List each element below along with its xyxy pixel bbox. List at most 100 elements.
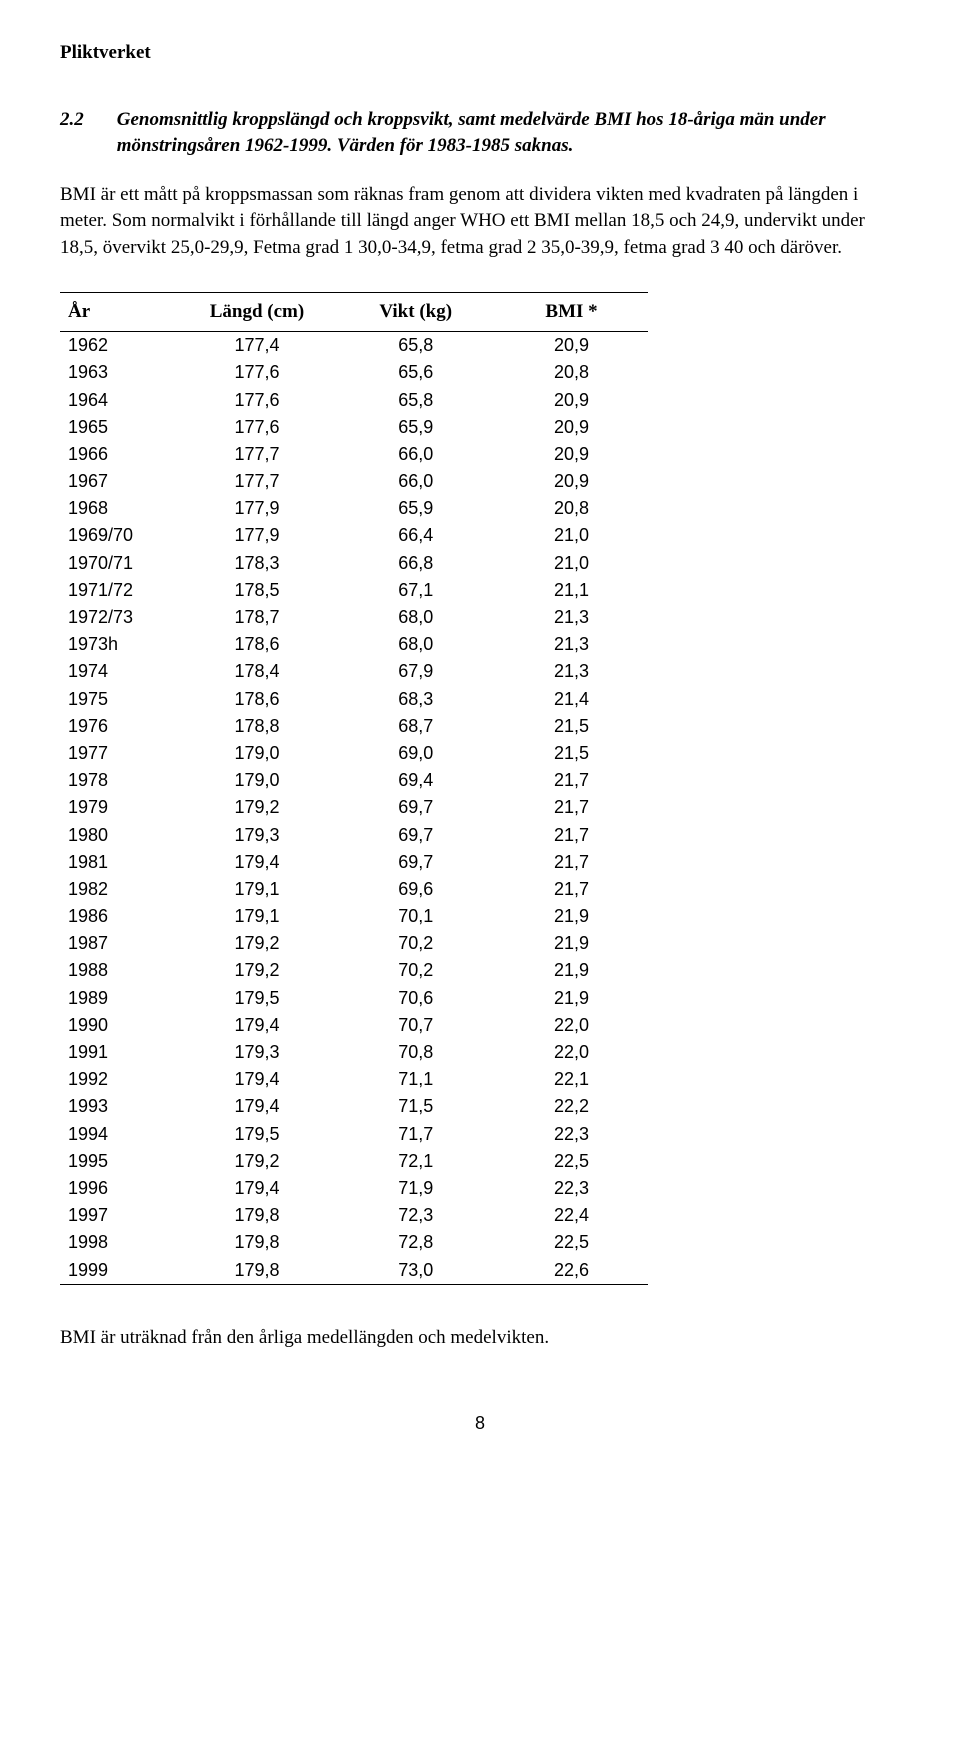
table-cell: 179,5 (178, 985, 337, 1012)
table-cell: 69,7 (336, 849, 495, 876)
table-cell: 68,7 (336, 713, 495, 740)
table-cell: 1987 (60, 930, 178, 957)
table-cell: 21,5 (495, 740, 648, 767)
table-cell: 179,2 (178, 957, 337, 984)
table-row: 1965177,665,920,9 (60, 414, 648, 441)
table-cell: 1998 (60, 1229, 178, 1256)
table-cell: 69,7 (336, 794, 495, 821)
table-cell: 68,0 (336, 604, 495, 631)
table-cell: 1975 (60, 686, 178, 713)
table-cell: 21,4 (495, 686, 648, 713)
table-cell: 177,6 (178, 414, 337, 441)
table-cell: 71,9 (336, 1175, 495, 1202)
table-row: 1988179,270,221,9 (60, 957, 648, 984)
table-cell: 179,4 (178, 849, 337, 876)
footnote: BMI är uträknad från den årliga medellän… (60, 1325, 900, 1352)
table-cell: 72,8 (336, 1229, 495, 1256)
table-row: 1995179,272,122,5 (60, 1148, 648, 1175)
table-cell: 21,5 (495, 713, 648, 740)
table-cell: 69,7 (336, 822, 495, 849)
table-cell: 65,8 (336, 387, 495, 414)
table-cell: 1994 (60, 1121, 178, 1148)
table-cell: 71,5 (336, 1093, 495, 1120)
col-year: År (60, 292, 178, 332)
table-cell: 22,4 (495, 1202, 648, 1229)
section-title: Genomsnittlig kroppslängd och kroppsvikt… (117, 107, 897, 160)
table-cell: 179,0 (178, 767, 337, 794)
table-cell: 179,2 (178, 930, 337, 957)
table-cell: 67,9 (336, 658, 495, 685)
table-cell: 20,8 (495, 359, 648, 386)
table-cell: 179,3 (178, 822, 337, 849)
table-cell: 65,9 (336, 495, 495, 522)
table-row: 1975178,668,321,4 (60, 686, 648, 713)
table-cell: 22,0 (495, 1039, 648, 1066)
table-row: 1986179,170,121,9 (60, 903, 648, 930)
table-cell: 70,7 (336, 1012, 495, 1039)
table-cell: 1979 (60, 794, 178, 821)
col-length: Längd (cm) (178, 292, 337, 332)
table-cell: 1965 (60, 414, 178, 441)
table-cell: 20,9 (495, 468, 648, 495)
table-header-row: År Längd (cm) Vikt (kg) BMI * (60, 292, 648, 332)
table-cell: 68,3 (336, 686, 495, 713)
table-cell: 179,8 (178, 1229, 337, 1256)
table-cell: 21,7 (495, 849, 648, 876)
table-cell: 65,9 (336, 414, 495, 441)
table-cell: 21,9 (495, 957, 648, 984)
table-cell: 178,7 (178, 604, 337, 631)
table-cell: 22,2 (495, 1093, 648, 1120)
table-cell: 70,1 (336, 903, 495, 930)
table-cell: 71,1 (336, 1066, 495, 1093)
table-cell: 21,3 (495, 604, 648, 631)
table-row: 1987179,270,221,9 (60, 930, 648, 957)
table-cell: 1992 (60, 1066, 178, 1093)
table-row: 1982179,169,621,7 (60, 876, 648, 903)
table-cell: 178,6 (178, 631, 337, 658)
table-cell: 1970/71 (60, 550, 178, 577)
table-cell: 66,8 (336, 550, 495, 577)
table-row: 1990179,470,722,0 (60, 1012, 648, 1039)
table-cell: 1976 (60, 713, 178, 740)
table-cell: 22,6 (495, 1257, 648, 1285)
table-cell: 1988 (60, 957, 178, 984)
table-cell: 72,1 (336, 1148, 495, 1175)
table-cell: 21,0 (495, 550, 648, 577)
table-cell: 21,7 (495, 794, 648, 821)
table-row: 1999179,873,022,6 (60, 1257, 648, 1285)
table-cell: 1995 (60, 1148, 178, 1175)
table-cell: 177,6 (178, 387, 337, 414)
table-cell: 21,3 (495, 658, 648, 685)
table-cell: 20,9 (495, 332, 648, 360)
table-cell: 21,9 (495, 930, 648, 957)
table-cell: 1971/72 (60, 577, 178, 604)
table-cell: 22,0 (495, 1012, 648, 1039)
table-cell: 179,2 (178, 1148, 337, 1175)
table-cell: 65,6 (336, 359, 495, 386)
table-row: 1993179,471,522,2 (60, 1093, 648, 1120)
table-cell: 1972/73 (60, 604, 178, 631)
table-row: 1966177,766,020,9 (60, 441, 648, 468)
table-cell: 179,0 (178, 740, 337, 767)
table-cell: 1967 (60, 468, 178, 495)
table-cell: 22,5 (495, 1229, 648, 1256)
table-cell: 20,9 (495, 414, 648, 441)
table-cell: 177,9 (178, 495, 337, 522)
bmi-table: År Längd (cm) Vikt (kg) BMI * 1962177,46… (60, 292, 648, 1285)
table-row: 1981179,469,721,7 (60, 849, 648, 876)
table-row: 1996179,471,922,3 (60, 1175, 648, 1202)
table-row: 1962177,465,820,9 (60, 332, 648, 360)
table-row: 1968177,965,920,8 (60, 495, 648, 522)
table-cell: 1989 (60, 985, 178, 1012)
table-cell: 177,4 (178, 332, 337, 360)
table-cell: 179,1 (178, 903, 337, 930)
table-cell: 177,7 (178, 468, 337, 495)
table-cell: 1964 (60, 387, 178, 414)
table-cell: 178,4 (178, 658, 337, 685)
table-cell: 70,2 (336, 930, 495, 957)
table-cell: 1990 (60, 1012, 178, 1039)
table-cell: 70,2 (336, 957, 495, 984)
table-cell: 21,7 (495, 822, 648, 849)
table-cell: 68,0 (336, 631, 495, 658)
table-row: 1998179,872,822,5 (60, 1229, 648, 1256)
